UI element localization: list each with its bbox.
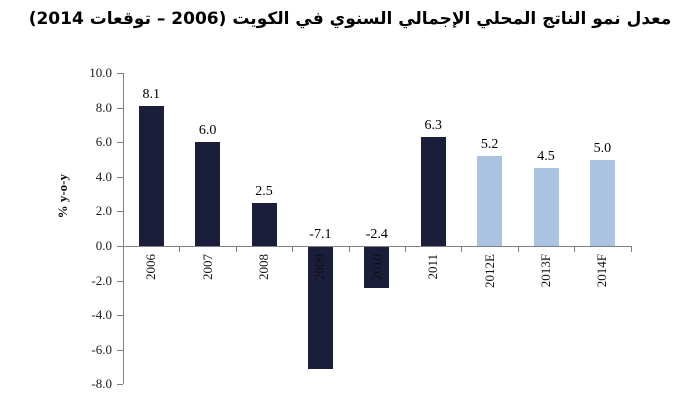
bar-2010 xyxy=(364,246,390,288)
bar-2008 xyxy=(251,202,277,246)
y-tick xyxy=(117,211,123,213)
y-tick xyxy=(117,107,123,109)
bar-2014F xyxy=(589,159,615,246)
value-label-2007: 6.0 xyxy=(198,123,217,139)
value-label-2013F: 4.5 xyxy=(537,149,555,165)
x-tick xyxy=(574,246,576,252)
x-label-2013F: 2013F xyxy=(538,254,553,288)
y-tick xyxy=(117,176,123,178)
value-label-2014F: 5.0 xyxy=(593,140,612,156)
y-tick-label: -2.0 xyxy=(91,272,112,288)
y-tick-label: 10.0 xyxy=(89,65,112,80)
x-tick xyxy=(123,246,124,252)
y-tick xyxy=(117,280,123,282)
x-label-2011: 2011 xyxy=(425,254,441,280)
y-tick-label: 6.0 xyxy=(95,134,112,150)
bar-2012E xyxy=(477,156,503,246)
x-label-2014F: 2014F xyxy=(594,254,610,288)
y-tick-label: -8.0 xyxy=(91,376,112,392)
value-label-2008: 2.5 xyxy=(255,183,273,199)
x-label-2009: 2009 xyxy=(312,254,328,280)
x-tick xyxy=(348,246,350,252)
y-tick xyxy=(117,384,123,386)
x-tick xyxy=(517,246,519,252)
bar-2011 xyxy=(420,137,446,246)
x-tick xyxy=(461,246,463,252)
x-tick xyxy=(630,246,632,252)
value-label-2011: 6.3 xyxy=(424,118,442,133)
x-label-2008: 2008 xyxy=(256,254,271,280)
x-tick xyxy=(235,246,237,252)
y-tick-label: 0.0 xyxy=(95,238,112,253)
y-tick xyxy=(117,246,123,247)
value-label-2012E: 5.2 xyxy=(480,137,499,153)
value-label-2010: -2.4 xyxy=(365,227,388,242)
y-tick xyxy=(117,142,123,144)
x-label-2007: 2007 xyxy=(199,254,215,280)
x-tick xyxy=(292,246,294,252)
y-tick-label: -6.0 xyxy=(91,341,112,357)
x-axis-line xyxy=(123,246,632,247)
y-tick xyxy=(117,349,123,351)
y-tick-label: 4.0 xyxy=(95,168,112,184)
x-tick xyxy=(179,246,181,252)
x-label-2010: 2010 xyxy=(368,254,384,280)
x-label-2006: 2006 xyxy=(143,254,159,280)
bar-2007 xyxy=(195,142,221,246)
bar-2009 xyxy=(307,246,333,369)
y-tick xyxy=(117,73,123,74)
bar-2006 xyxy=(138,105,164,246)
x-tick xyxy=(405,246,406,252)
chart-title: معدل نمو الناتج المحلي الإجمالي السنوي ف… xyxy=(28,9,672,29)
x-label-2012E: 2012E xyxy=(481,254,497,288)
bar-2013F xyxy=(533,168,559,246)
y-tick-label: 2.0 xyxy=(95,203,112,219)
y-tick xyxy=(117,315,123,317)
y-tick-label: 8.0 xyxy=(95,99,112,115)
y-axis-line xyxy=(123,73,124,385)
y-tick-label: -4.0 xyxy=(91,307,112,323)
value-label-2006: 8.1 xyxy=(142,86,160,102)
value-label-2009: -7.1 xyxy=(309,227,332,242)
